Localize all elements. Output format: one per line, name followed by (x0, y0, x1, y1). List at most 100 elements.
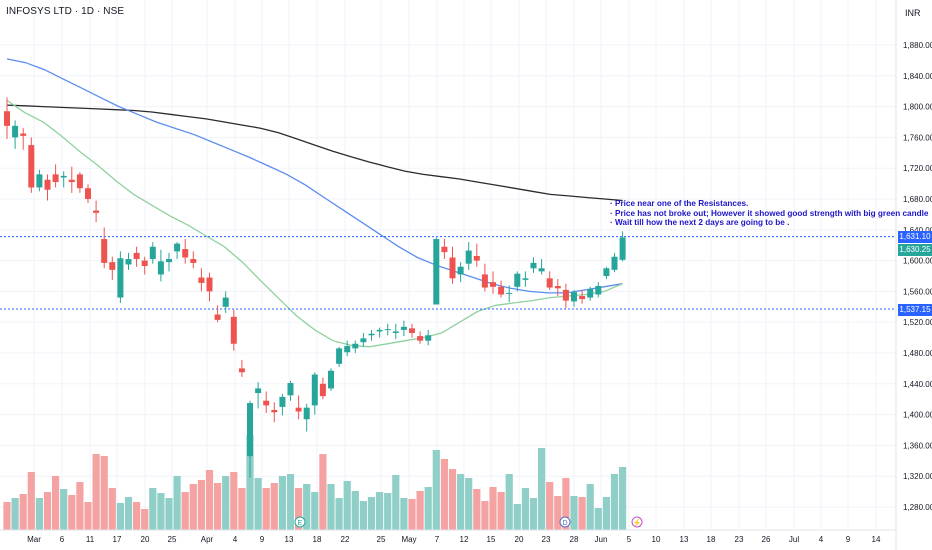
candle-body[interactable] (441, 246, 448, 253)
candle-body[interactable] (149, 246, 156, 260)
candle-body[interactable] (247, 403, 253, 457)
candle-body[interactable] (473, 255, 480, 261)
candle-body[interactable] (530, 262, 537, 269)
candle-body[interactable] (12, 125, 19, 138)
candle-body[interactable] (490, 282, 496, 287)
candle-body[interactable] (68, 179, 75, 183)
x-tick-label: 22 (341, 535, 350, 544)
candle-body[interactable] (76, 174, 83, 189)
candle-body[interactable] (166, 259, 172, 263)
volume-bar (286, 474, 295, 530)
candle-body[interactable] (498, 286, 505, 295)
candle-body[interactable] (271, 409, 278, 413)
split-marker[interactable]: ⚡ (633, 518, 642, 527)
candle-body[interactable] (44, 179, 51, 190)
candle-body[interactable] (522, 278, 529, 280)
candle-body[interactable] (295, 407, 302, 412)
candle-body[interactable] (206, 277, 213, 292)
candle-body[interactable] (595, 286, 602, 295)
candle-body[interactable] (392, 331, 399, 333)
candle-body[interactable] (319, 383, 326, 397)
candle-body[interactable] (174, 243, 181, 252)
horizontal-levels[interactable] (0, 236, 896, 310)
candle-body[interactable] (125, 259, 132, 265)
candle-body[interactable] (311, 374, 318, 406)
candle-body[interactable] (263, 400, 270, 406)
x-tick-label: Apr (201, 535, 214, 544)
candle-body[interactable] (546, 278, 553, 288)
candle-body[interactable] (238, 368, 245, 373)
candle-body[interactable] (457, 266, 464, 275)
volume-bar (424, 487, 432, 530)
symbol-title[interactable]: INFOSYS LTD · 1D · NSE (6, 6, 125, 17)
candle-body[interactable] (352, 343, 359, 349)
candle-body[interactable] (28, 145, 35, 188)
candle-body[interactable] (230, 316, 237, 344)
x-tick-label: 11 (86, 535, 95, 544)
candle-body[interactable] (417, 336, 424, 341)
candle-body[interactable] (157, 261, 164, 275)
event-markers[interactable]: E D ⚡ (294, 516, 643, 528)
candle-body[interactable] (376, 329, 383, 332)
x-tick-label: Jul (789, 535, 799, 544)
candle-body[interactable] (562, 289, 569, 301)
candle-body[interactable] (52, 174, 59, 183)
candle-body[interactable] (190, 259, 197, 263)
earnings-marker[interactable]: E (298, 520, 303, 527)
candle-body[interactable] (109, 262, 116, 270)
volume-bar (116, 503, 124, 530)
split-marker-ring[interactable] (631, 516, 643, 528)
candle-body[interactable] (344, 346, 351, 353)
candle-body[interactable] (4, 111, 10, 126)
candle-body[interactable] (514, 273, 521, 287)
candle-body[interactable] (579, 296, 586, 300)
note-line-3: · Wait till how the next 2 days are goin… (610, 218, 790, 228)
candle-body[interactable] (571, 292, 577, 302)
candle-body[interactable] (587, 289, 594, 298)
candle-body[interactable] (93, 210, 100, 213)
candle-body[interactable] (214, 314, 221, 320)
candle-body[interactable] (336, 348, 343, 364)
dividend-marker-ring[interactable] (559, 516, 571, 528)
candle-body[interactable] (384, 329, 391, 331)
candle-body[interactable] (409, 328, 415, 333)
candle-body[interactable] (182, 249, 189, 258)
candle-body[interactable] (603, 268, 610, 276)
candle-body[interactable] (117, 258, 124, 298)
candle-body[interactable] (619, 237, 626, 260)
candle-body[interactable] (133, 252, 140, 260)
candle-body[interactable] (141, 260, 148, 266)
candle-body[interactable] (255, 388, 262, 394)
candle-body[interactable] (360, 338, 367, 343)
candle-body[interactable] (198, 277, 205, 283)
candle-body[interactable] (328, 370, 334, 389)
candle-body[interactable] (303, 407, 310, 420)
candle-body[interactable] (481, 274, 488, 288)
candle-body[interactable] (20, 133, 27, 136)
candle-body[interactable] (554, 286, 561, 289)
candle-body[interactable] (36, 174, 43, 188)
chart-note[interactable]: · Price near one of the Resistances. · P… (610, 199, 928, 228)
candle-body[interactable] (506, 292, 513, 294)
candle-body[interactable] (465, 250, 472, 264)
candle-body[interactable] (433, 239, 440, 305)
y-tick-label: 1,600.00 (903, 257, 932, 266)
earnings-marker-ring[interactable] (294, 516, 306, 528)
candlesticks[interactable] (4, 97, 626, 478)
candle-body[interactable] (60, 175, 67, 178)
x-tick-label: 25 (377, 535, 386, 544)
candle-body[interactable] (400, 326, 407, 330)
candle-body[interactable] (85, 188, 91, 199)
candle-body[interactable] (279, 396, 286, 407)
candle-body[interactable] (287, 383, 294, 396)
candle-body[interactable] (222, 297, 229, 307)
candle-body[interactable] (425, 335, 432, 341)
candle-body[interactable] (368, 333, 375, 336)
candle-body[interactable] (449, 257, 456, 279)
dividend-marker[interactable]: D (562, 520, 567, 527)
candle-body[interactable] (611, 256, 618, 270)
candle-body[interactable] (538, 268, 545, 272)
currency-label[interactable]: INR (905, 8, 921, 18)
candle-body[interactable] (101, 239, 108, 263)
